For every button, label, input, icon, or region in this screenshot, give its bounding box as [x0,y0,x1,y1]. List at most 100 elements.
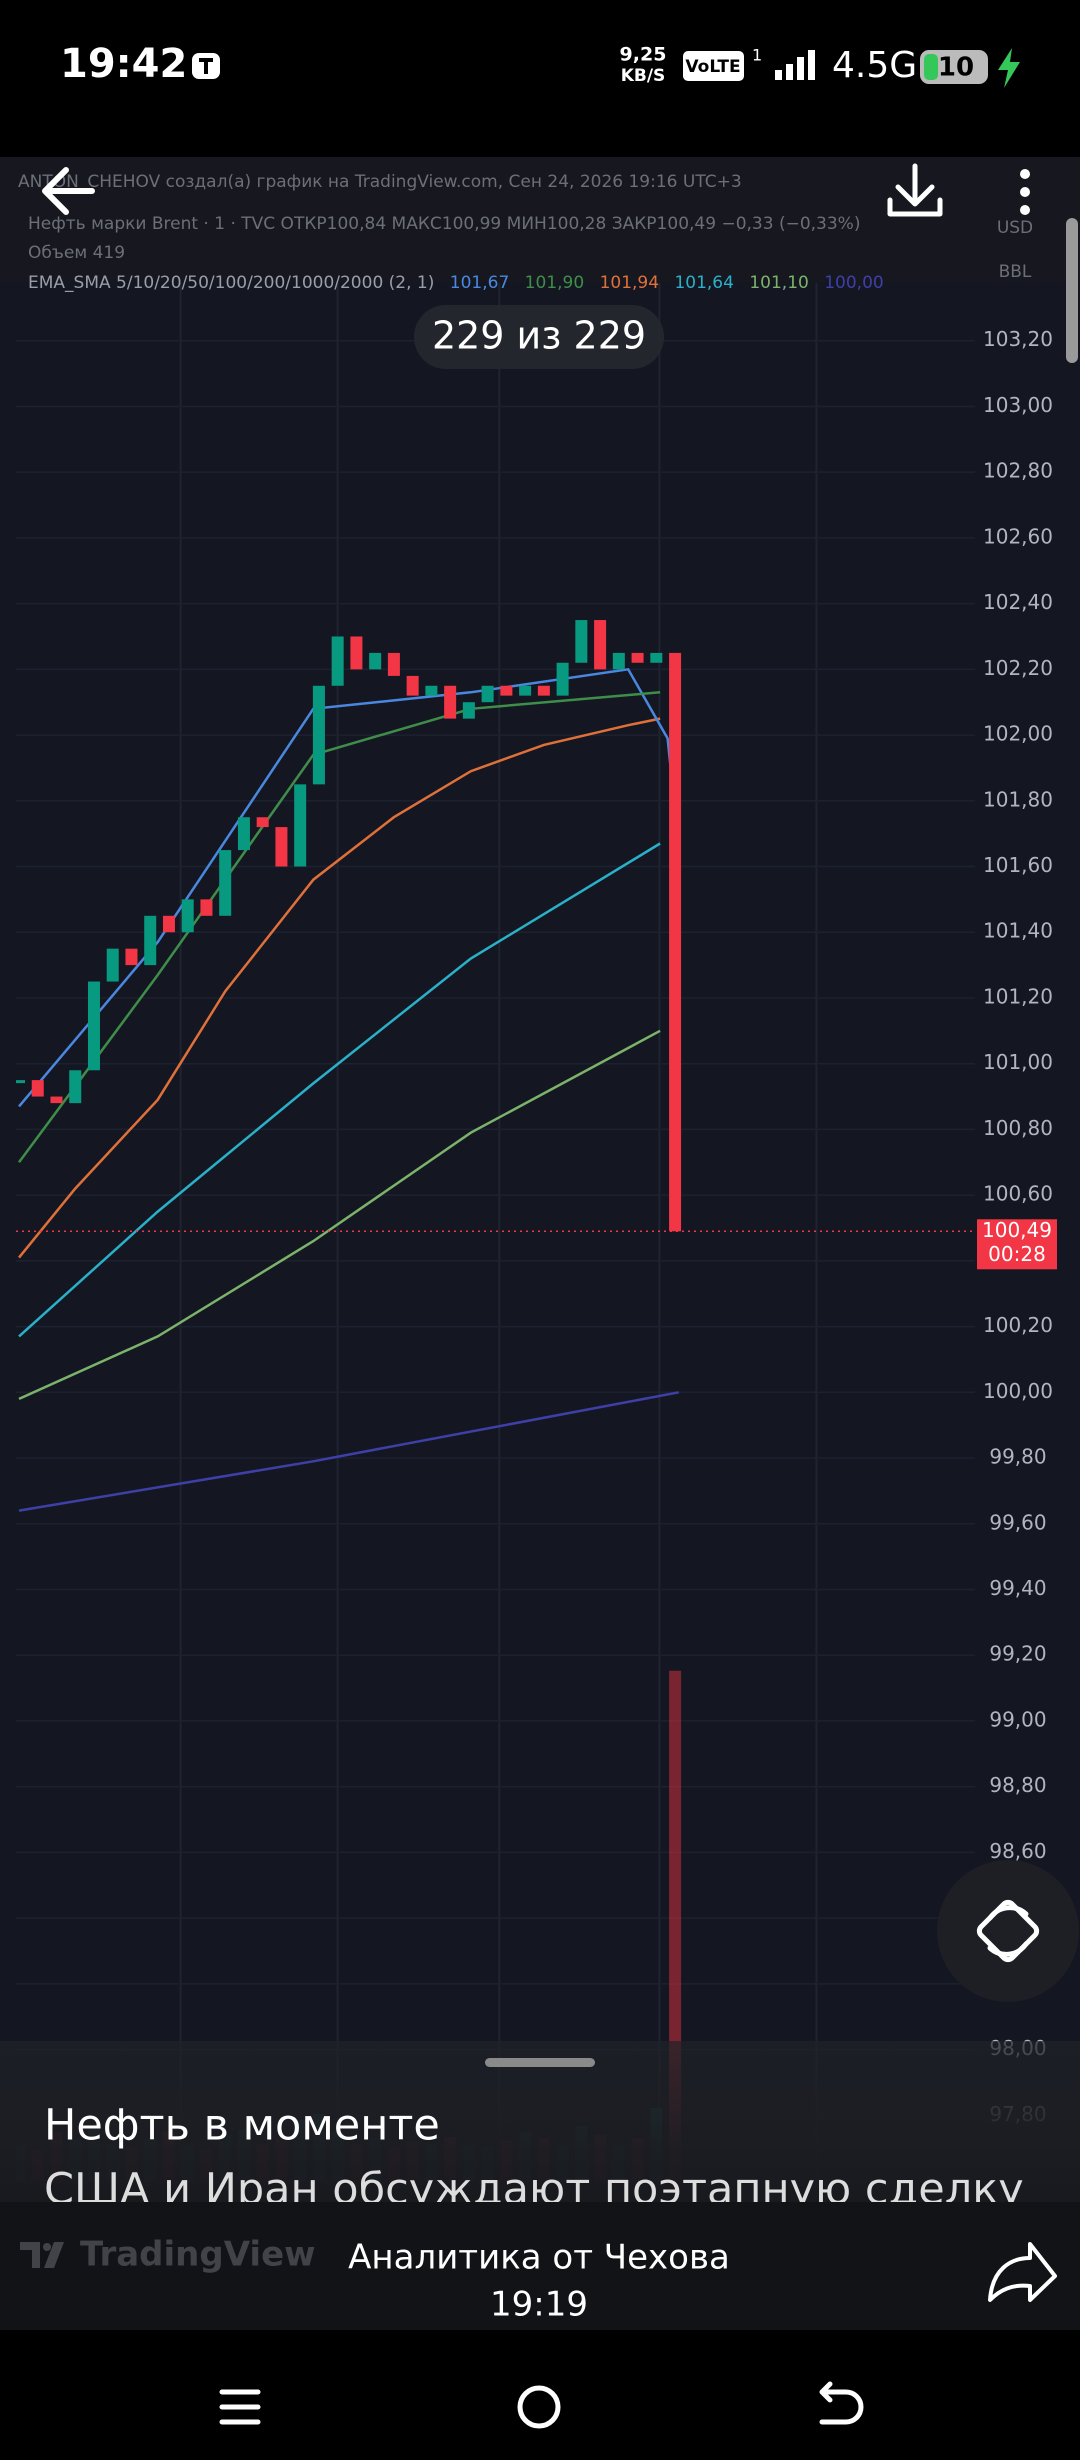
currency: USD [997,218,1033,238]
post-time: 19:19 [490,2285,588,2325]
last-price-box [977,1219,1057,1270]
rotate-button[interactable] [937,1860,1079,2002]
y-tick-label: 101,00 [983,1050,1053,1074]
volume-line: Объем 419 [28,243,125,263]
y-tick-label: 101,40 [983,919,1053,943]
candle [294,784,307,867]
y-tick-label: 99,60 [989,1510,1046,1534]
net-speed: 9,25 [620,44,667,66]
candle [331,636,344,686]
volte-badge [683,51,744,81]
tradingview-logo: TradingView [20,2235,316,2275]
candle [462,702,475,719]
download-button[interactable] [887,163,943,217]
candle [425,685,438,696]
candle [575,620,588,663]
sheet-handle[interactable] [485,2058,595,2067]
channel: Аналитика от Чехова [348,2238,730,2278]
home-button[interactable] [517,2385,561,2429]
net-speed-unit: KB/S [621,66,666,86]
indicator-value: 101,10 [749,273,808,293]
y-tick-label: 101,60 [983,853,1053,877]
battery-percent: 10 [938,53,974,83]
candle [312,685,325,785]
candle [256,817,269,828]
more-button[interactable] [1020,169,1030,215]
clock: 19:42 [60,41,187,87]
charging-icon [998,48,1020,88]
y-tick-label: 102,60 [983,524,1053,548]
header-bar [0,157,1080,282]
y-tick-label: 103,00 [983,393,1053,417]
source: TradingView [80,2235,316,2275]
sheet-title: Нефть в моменте [44,2101,440,2151]
candle [16,1080,25,1084]
counter: 229 из 229 [432,314,646,358]
symbol-line: Нефть марки Brent · 1 · TVC ОТКР100,84 М… [28,214,860,234]
share-button[interactable] [988,2242,1057,2302]
y-tick-label: 102,40 [983,590,1053,614]
indicator-line [18,667,681,1108]
last-price-label: 100,49 [982,1218,1052,1242]
candle [500,685,513,696]
candle [406,675,419,696]
candle [200,899,213,916]
back-button[interactable] [42,167,95,215]
counter-pill [414,305,664,369]
back-nav-button[interactable] [819,2381,864,2425]
candle [650,652,663,663]
y-tick-label: 103,20 [983,327,1053,351]
candle [631,652,644,663]
network: 4.5G [832,45,917,86]
y-tick-label: 102,80 [983,459,1053,483]
indicator-line [18,1391,680,1512]
candle [125,948,138,966]
indicator-line: EMA_SMA 5/10/20/50/100/200/1000/2000 (2,… [28,273,884,293]
candle [237,817,250,851]
author-line: ANTON_CHEHOV создал(а) график на Trading… [18,172,742,192]
candle [537,685,550,696]
candle [350,636,363,670]
candle [106,948,119,982]
y-tick-label: 99,80 [989,1445,1046,1469]
candle [144,915,157,966]
indicator-line [18,717,661,1259]
rotate-icon [976,1899,1040,1963]
recents-button[interactable] [219,2389,261,2425]
candle [556,662,569,696]
candle [594,620,607,670]
indicator-value: 101,90 [525,273,584,293]
nav-bar [0,2330,1080,2460]
candle [481,685,494,703]
signal [775,50,815,80]
y-tick-label: 98,60 [989,1839,1046,1863]
y-tick-label: 102,00 [983,722,1053,746]
chart-background [0,157,1080,2330]
candle [519,685,532,696]
y-tick-label: 101,20 [983,984,1053,1008]
volte: VoLTE [685,57,740,77]
candle [612,652,625,670]
y-tick-label: 100,80 [983,1116,1053,1140]
candle [387,652,400,676]
countdown: 00:28 [988,1242,1046,1266]
indicator-line [18,1029,661,1401]
status-bar [0,0,1080,157]
y-tick-label: 98,80 [989,1773,1046,1797]
indicator-value: 101,67 [450,273,509,293]
scrollbar [1066,218,1078,363]
y-tick-label: 101,80 [983,787,1053,811]
y-tick-label: 100,60 [983,1182,1053,1206]
sheet-subtitle: США и Иран обсуждают поэтапную сделку [44,2165,1024,2215]
candle [162,915,175,933]
y-tick-label: 102,20 [983,656,1053,680]
candle [369,652,382,670]
candle [181,899,194,933]
unit: BBL [999,262,1032,282]
candle [31,1080,44,1097]
sim: 1 [752,46,762,65]
notification-icon [192,53,220,79]
candle [444,685,457,719]
y-tick-label: 100,20 [983,1313,1053,1337]
